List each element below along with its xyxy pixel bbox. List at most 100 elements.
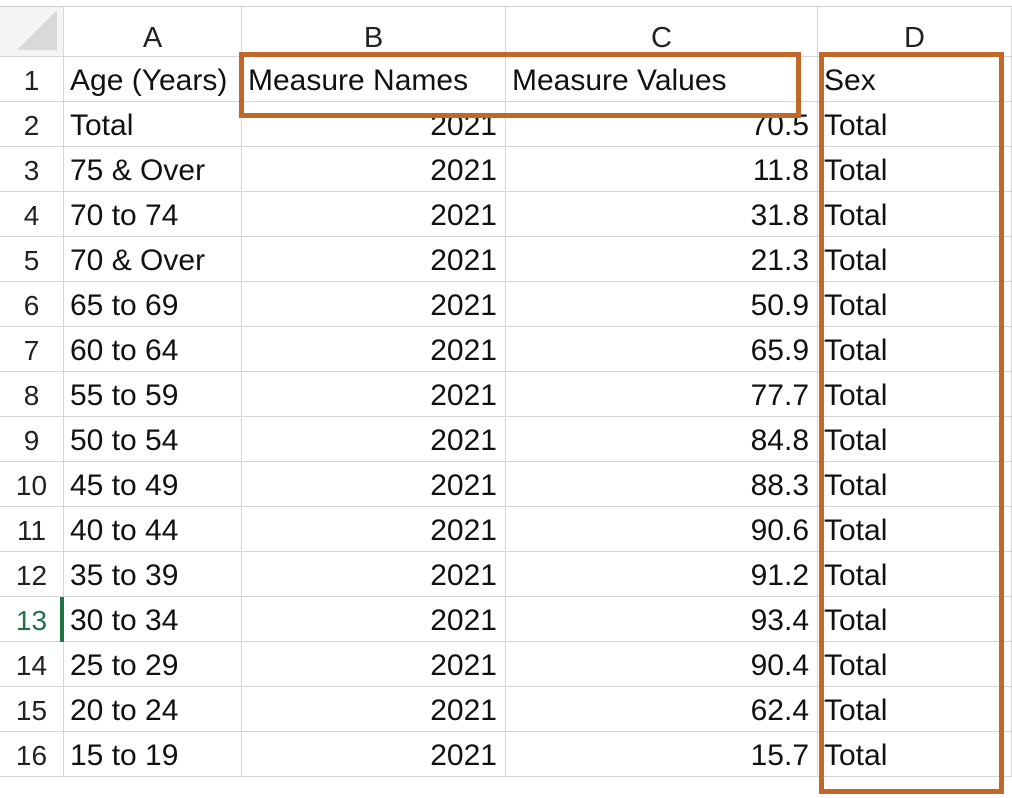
cell-measure-value[interactable]: 88.3 [506,462,818,507]
row-number[interactable]: 13 [0,597,64,642]
column-header-d[interactable]: D [818,7,1012,57]
cell-sex[interactable]: Total [818,102,1012,147]
row-number[interactable]: 9 [0,417,64,462]
cell-age[interactable]: 65 to 69 [64,282,242,327]
cell-measure-name[interactable]: 2021 [242,687,506,732]
cell-age[interactable]: 30 to 34 [64,597,242,642]
table-row-header: 1 Age (Years) Measure Names Measure Valu… [0,57,1012,102]
cell-age[interactable]: Total [64,102,242,147]
cell-age[interactable]: 60 to 64 [64,327,242,372]
cell-measure-value[interactable]: 11.8 [506,147,818,192]
cell-sex[interactable]: Total [818,642,1012,687]
cell-sex[interactable]: Total [818,147,1012,192]
cell-age[interactable]: 50 to 54 [64,417,242,462]
table-row: 12 35 to 39 2021 91.2 Total [0,552,1012,597]
cell-sex[interactable]: Total [818,237,1012,282]
table-row: 4 70 to 74 2021 31.8 Total [0,192,1012,237]
cell-measure-value[interactable]: 84.8 [506,417,818,462]
row-number[interactable]: 10 [0,462,64,507]
select-all-triangle-icon [17,10,57,50]
table-row: 6 65 to 69 2021 50.9 Total [0,282,1012,327]
cell-measure-name[interactable]: 2021 [242,507,506,552]
cell-sex[interactable]: Total [818,552,1012,597]
cell-age[interactable]: 75 & Over [64,147,242,192]
cell-sex[interactable]: Total [818,507,1012,552]
row-number[interactable]: 15 [0,687,64,732]
cell-sex[interactable]: Total [818,462,1012,507]
cell-age[interactable]: 15 to 19 [64,732,242,777]
table-row: 3 75 & Over 2021 11.8 Total [0,147,1012,192]
row-number[interactable]: 5 [0,237,64,282]
table-row: 16 15 to 19 2021 15.7 Total [0,732,1012,777]
cell-age[interactable]: 70 to 74 [64,192,242,237]
cell-measure-value[interactable]: 90.4 [506,642,818,687]
cell-sex[interactable]: Total [818,327,1012,372]
cell-measure-value[interactable]: 62.4 [506,687,818,732]
cell-header-age[interactable]: Age (Years) [64,57,242,102]
cell-sex[interactable]: Total [818,372,1012,417]
cell-age[interactable]: 35 to 39 [64,552,242,597]
column-header-a[interactable]: A [64,7,242,57]
cell-measure-value[interactable]: 50.9 [506,282,818,327]
row-number[interactable]: 12 [0,552,64,597]
cell-measure-value[interactable]: 90.6 [506,507,818,552]
cell-age[interactable]: 20 to 24 [64,687,242,732]
select-all-corner[interactable] [0,7,64,57]
table-row: 14 25 to 29 2021 90.4 Total [0,642,1012,687]
cell-measure-value[interactable]: 70.5 [506,102,818,147]
row-number[interactable]: 16 [0,732,64,777]
cell-measure-name[interactable]: 2021 [242,372,506,417]
cell-measure-name[interactable]: 2021 [242,642,506,687]
cell-measure-value[interactable]: 65.9 [506,327,818,372]
table-row: 10 45 to 49 2021 88.3 Total [0,462,1012,507]
cell-measure-name[interactable]: 2021 [242,147,506,192]
row-number[interactable]: 11 [0,507,64,552]
column-header-b[interactable]: B [242,7,506,57]
row-number[interactable]: 3 [0,147,64,192]
row-number[interactable]: 1 [0,57,64,102]
cell-measure-name[interactable]: 2021 [242,597,506,642]
cell-age[interactable]: 40 to 44 [64,507,242,552]
cell-age[interactable]: 25 to 29 [64,642,242,687]
cell-measure-value[interactable]: 93.4 [506,597,818,642]
cell-age[interactable]: 70 & Over [64,237,242,282]
cell-measure-name[interactable]: 2021 [242,327,506,372]
cell-sex[interactable]: Total [818,282,1012,327]
cell-measure-name[interactable]: 2021 [242,462,506,507]
row-number[interactable]: 8 [0,372,64,417]
cell-sex[interactable]: Total [818,732,1012,777]
table-row: 2 Total 2021 70.5 Total [0,102,1012,147]
table-row: 8 55 to 59 2021 77.7 Total [0,372,1012,417]
row-number[interactable]: 7 [0,327,64,372]
cell-measure-value[interactable]: 31.8 [506,192,818,237]
cell-sex[interactable]: Total [818,687,1012,732]
cell-header-measure-names[interactable]: Measure Names [242,57,506,102]
column-header-c[interactable]: C [506,7,818,57]
cell-age[interactable]: 55 to 59 [64,372,242,417]
cell-measure-value[interactable]: 15.7 [506,732,818,777]
cell-sex[interactable]: Total [818,192,1012,237]
cell-header-measure-values[interactable]: Measure Values [506,57,818,102]
table-row: 7 60 to 64 2021 65.9 Total [0,327,1012,372]
cell-measure-name[interactable]: 2021 [242,237,506,282]
cell-measure-name[interactable]: 2021 [242,102,506,147]
cell-measure-value[interactable]: 77.7 [506,372,818,417]
cell-sex[interactable]: Total [818,417,1012,462]
cell-measure-value[interactable]: 91.2 [506,552,818,597]
cell-header-sex[interactable]: Sex [818,57,1012,102]
table-row: 5 70 & Over 2021 21.3 Total [0,237,1012,282]
cell-measure-name[interactable]: 2021 [242,417,506,462]
cell-measure-name[interactable]: 2021 [242,732,506,777]
row-number[interactable]: 14 [0,642,64,687]
cell-age[interactable]: 45 to 49 [64,462,242,507]
row-number[interactable]: 2 [0,102,64,147]
table-row: 9 50 to 54 2021 84.8 Total [0,417,1012,462]
cell-measure-name[interactable]: 2021 [242,192,506,237]
cell-measure-value[interactable]: 21.3 [506,237,818,282]
row-number[interactable]: 4 [0,192,64,237]
table-row: 13 30 to 34 2021 93.4 Total [0,597,1012,642]
cell-measure-name[interactable]: 2021 [242,552,506,597]
cell-sex[interactable]: Total [818,597,1012,642]
row-number[interactable]: 6 [0,282,64,327]
cell-measure-name[interactable]: 2021 [242,282,506,327]
